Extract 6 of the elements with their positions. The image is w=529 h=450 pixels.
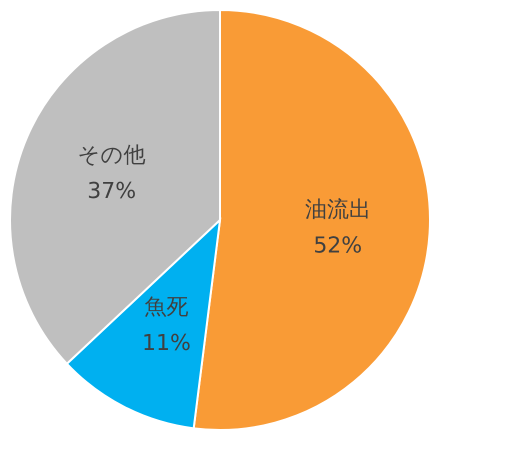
slice-label: 油流出 [304,197,371,222]
slice-label: その他 [78,143,146,168]
data-label: 52% [313,233,362,258]
data-label: 11% [142,331,191,356]
slice-label: 魚死 [144,295,188,320]
data-label: 37% [87,179,136,204]
